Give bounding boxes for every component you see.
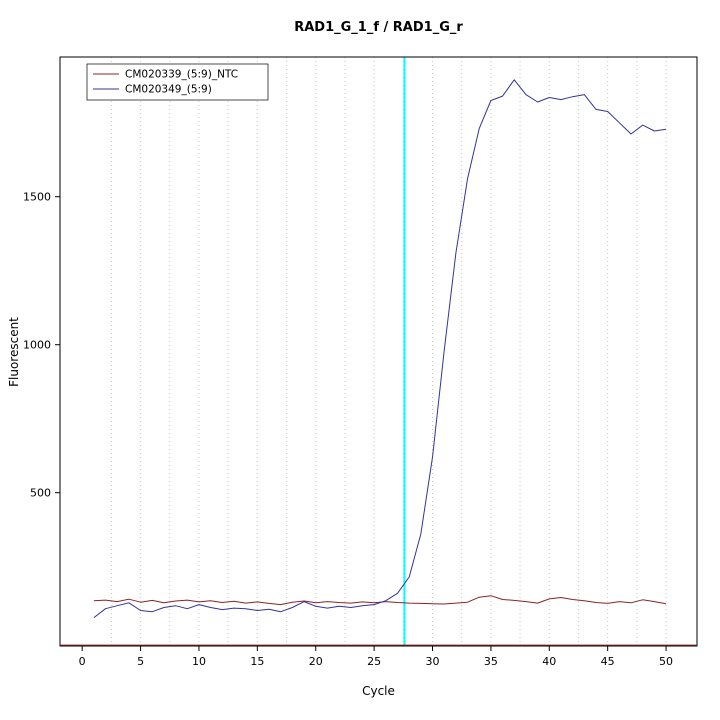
x-tick-label: 50: [659, 655, 673, 668]
y-tick-label: 1500: [23, 191, 51, 204]
x-tick-label: 25: [367, 655, 381, 668]
x-tick-label: 30: [426, 655, 440, 668]
legend-label: CM020349_(5:9): [125, 84, 212, 96]
x-tick-label: 35: [484, 655, 498, 668]
x-axis-label: Cycle: [362, 684, 395, 698]
y-tick-label: 1000: [23, 339, 51, 352]
legend-box: [86, 63, 269, 101]
y-tick-label: 500: [30, 487, 51, 500]
x-tick-label: 45: [601, 655, 615, 668]
x-tick-label: 15: [250, 655, 264, 668]
chart-title: RAD1_G_1_f / RAD1_G_r: [294, 20, 463, 35]
x-tick-label: 20: [309, 655, 323, 668]
legend-label: CM020339_(5:9)_NTC: [125, 69, 238, 81]
x-tick-label: 0: [79, 655, 86, 668]
series-line-CM020349_(5:9): [93, 79, 667, 618]
x-tick-label: 5: [137, 655, 144, 668]
series-line-CM020339_(5:9)_NTC: [93, 595, 667, 606]
x-tick-label: 40: [542, 655, 556, 668]
plot-border: [59, 56, 698, 647]
x-tick-label: 10: [192, 655, 206, 668]
